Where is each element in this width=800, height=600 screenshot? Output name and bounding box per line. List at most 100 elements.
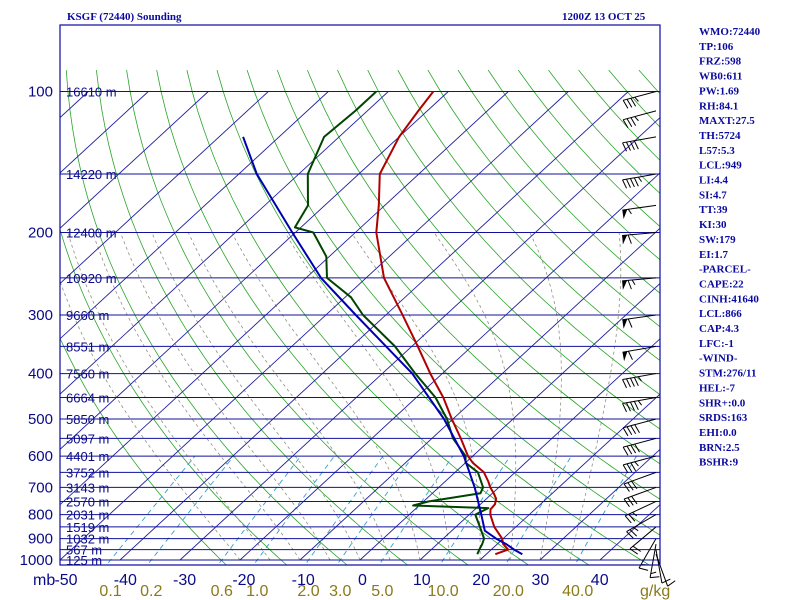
height-label: 3752 m (66, 465, 109, 480)
sounding-traces (242, 90, 523, 556)
moist-adiabat (120, 232, 331, 561)
mixing-ratio-label: 2.0 (297, 583, 319, 600)
wind-barb-staff (622, 136, 657, 144)
wind-barb-staff (623, 455, 657, 466)
wind-barb-feather (626, 463, 633, 473)
index-value: -PARCEL- (699, 264, 751, 276)
height-label: 8551 m (66, 339, 109, 354)
index-value: WMO:72440 (699, 26, 761, 38)
moist-adiabat (284, 232, 451, 561)
wind-barb-feather (629, 141, 635, 151)
wind-barb-flag (622, 351, 628, 362)
dry-adiabat (246, 69, 660, 536)
mixing-ratio-label: 5.0 (371, 583, 393, 600)
wind-barb-feather (661, 578, 671, 584)
wind-barb-staff (622, 204, 657, 211)
wind-barb (622, 277, 657, 290)
wind-barb-feather (622, 179, 627, 189)
wind-barb-feather (634, 461, 639, 467)
moist-adiabat (231, 232, 421, 561)
dry-adiabat (60, 337, 227, 565)
isotherms (60, 91, 660, 561)
wind-barbs (622, 91, 676, 587)
isotherm (60, 91, 509, 506)
moist-adiabat (433, 232, 517, 561)
wind-barb-feather (627, 208, 632, 215)
temperature-label: 10 (413, 572, 431, 589)
index-value: LFC:-1 (699, 338, 734, 350)
wind-barb-feather (637, 176, 643, 182)
wind-barb-staff (629, 526, 657, 550)
index-value: SHR+:0.0 (699, 397, 746, 409)
wind-barb-feather (622, 446, 629, 456)
index-value: LCL:866 (699, 308, 742, 320)
wind-barb-feather (631, 279, 636, 286)
temperature-label: 40 (591, 572, 609, 589)
height-label: 12400 m (66, 226, 117, 241)
moist-adiabat (187, 232, 391, 561)
mixing-ratio-lines (105, 455, 637, 565)
pressure-label: 800 (28, 507, 53, 524)
mixing-ratio-line (378, 455, 454, 565)
wind-barb-staff (623, 437, 657, 448)
wind-barb-staff (623, 418, 657, 429)
temperature-label: -30 (173, 572, 196, 589)
mixing-ratio-line (146, 455, 235, 565)
index-value: TH:5724 (699, 130, 741, 142)
height-label: 7560 m (66, 367, 109, 382)
wind-barb-staff (623, 110, 657, 121)
index-value: L57:5.3 (699, 145, 735, 157)
isotherm (419, 338, 660, 561)
wind-barb-staff (655, 549, 663, 584)
wind-barb (622, 91, 657, 109)
wind-barb-feather (622, 379, 627, 389)
wind-barb (629, 526, 657, 555)
wind-barb-feather (634, 96, 639, 102)
wind-barb-feather (629, 529, 638, 537)
mixing-ratio-labels: 0.1 0.2 0.6 1.0 2.0 3.0 5.0 10.0 20.0 40.0 (99, 583, 593, 600)
wind-barb-feather (626, 99, 633, 108)
wind-barb-feather (633, 140, 639, 150)
wind-barb-staff (638, 538, 657, 569)
height-label: 567 m (66, 543, 102, 558)
temperature-label: -20 (232, 572, 255, 589)
mixing-ratio-line (439, 455, 511, 565)
temperature-label: 20 (472, 572, 490, 589)
mixing-ratio-label: 40.0 (562, 583, 593, 600)
index-value: PW:1.69 (699, 85, 740, 97)
index-value: CAPE:22 (699, 278, 744, 290)
pressure-label: 100 (28, 84, 53, 101)
wind-barb-feather (628, 513, 636, 522)
wind-barb-feather (633, 377, 639, 387)
wind-barb-staff (626, 514, 657, 533)
wind-barb-feather (633, 527, 639, 532)
wind-barb-feather (626, 141, 631, 151)
height-label: 3143 m (66, 480, 109, 495)
wind-barb-feather (627, 318, 633, 328)
wind-barb-feather (626, 378, 631, 388)
wind-barb (649, 544, 660, 579)
temperature-labels: -50 -40 -30 -20 -10 0 10 20 30 40 (54, 572, 608, 589)
wind-barb-feather (622, 119, 629, 128)
mixing-ratio-label: 3.0 (329, 583, 351, 600)
dry-adiabat (759, 70, 800, 570)
index-value: EHI:0.0 (699, 427, 737, 439)
wind-barb (622, 232, 657, 245)
dry-adiabat (487, 69, 660, 261)
height-label: 10920 m (66, 271, 117, 286)
isotherm (60, 91, 449, 451)
temperature-label: 30 (532, 572, 550, 589)
pressure-labels: 100 200 300 400 500 600 700 800 900 1000 (20, 84, 53, 570)
mixing-ratio-line (105, 455, 196, 565)
moist-adiabat (351, 232, 481, 560)
index-value: CINH:41640 (699, 293, 759, 305)
isotherm (239, 172, 660, 561)
wind-barb (622, 345, 657, 362)
isobars (60, 91, 660, 561)
isotherm (60, 91, 269, 285)
wind-barb-feather (633, 177, 639, 187)
mixing-ratio-label: 0.1 (99, 583, 121, 600)
dewpoint-trace (293, 90, 490, 555)
index-value: FRZ:598 (699, 56, 742, 68)
wind-barb-staff (623, 486, 657, 500)
